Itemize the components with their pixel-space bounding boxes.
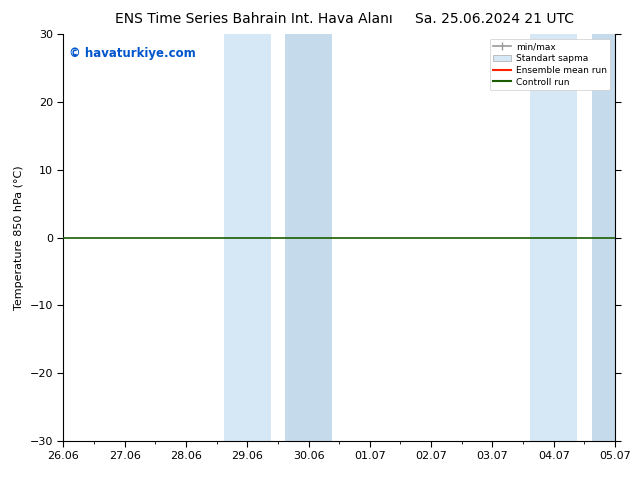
Text: © havaturkiye.com: © havaturkiye.com xyxy=(69,47,196,59)
Bar xyxy=(285,34,332,441)
Legend: min/max, Standart sapma, Ensemble mean run, Controll run: min/max, Standart sapma, Ensemble mean r… xyxy=(489,39,611,90)
Y-axis label: Temperature 850 hPa (°C): Temperature 850 hPa (°C) xyxy=(14,165,24,310)
Bar xyxy=(224,34,271,441)
Bar xyxy=(531,34,577,441)
Bar xyxy=(592,34,634,441)
Text: Sa. 25.06.2024 21 UTC: Sa. 25.06.2024 21 UTC xyxy=(415,12,574,26)
Text: ENS Time Series Bahrain Int. Hava Alanı: ENS Time Series Bahrain Int. Hava Alanı xyxy=(115,12,392,26)
